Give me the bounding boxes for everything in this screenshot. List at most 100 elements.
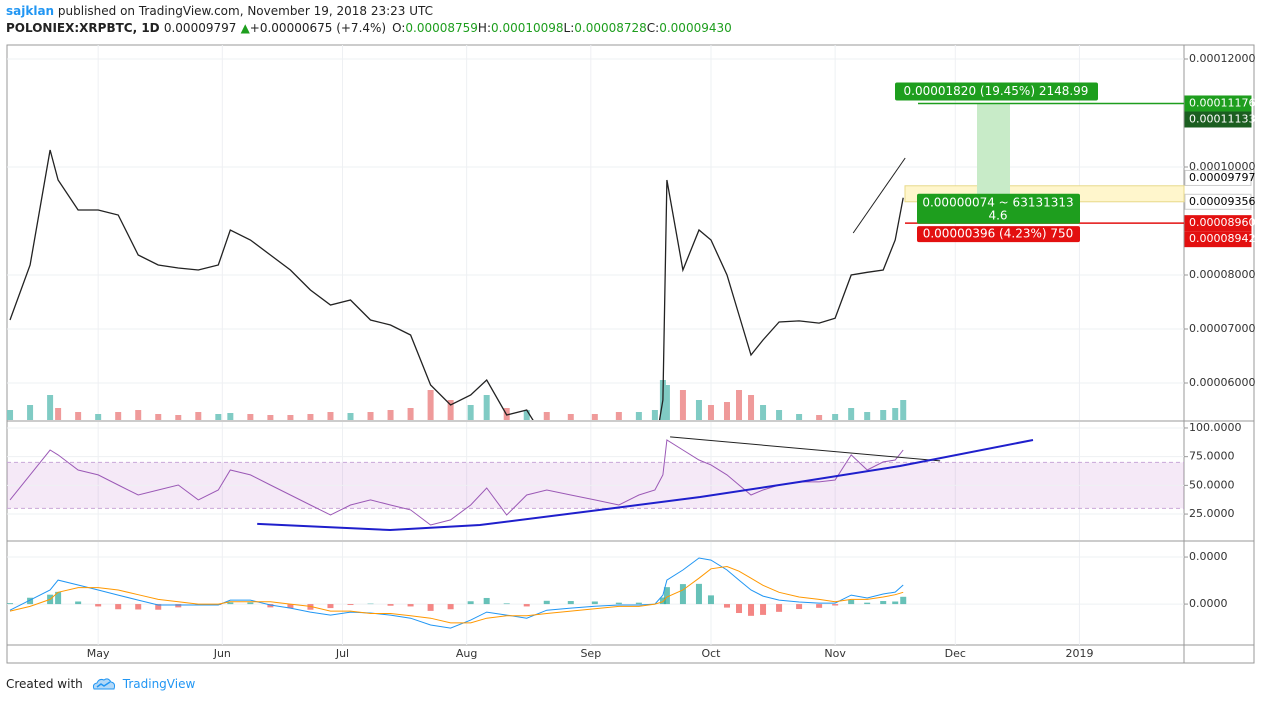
last-price: 0.00009797 xyxy=(163,21,237,35)
volume-bar xyxy=(567,414,574,420)
volume-bar xyxy=(135,410,142,420)
histogram-bar xyxy=(848,599,855,605)
histogram-bar xyxy=(175,604,182,608)
stop-box xyxy=(917,226,1080,243)
volume-bar xyxy=(195,412,202,420)
histogram-bar xyxy=(723,604,730,608)
volume-bar xyxy=(651,410,658,420)
trendline xyxy=(852,157,906,234)
price-label-box xyxy=(1184,193,1252,210)
volume-bar xyxy=(95,414,102,420)
volume-bar xyxy=(796,414,803,420)
y-tick-label: 0.00007000 xyxy=(1189,322,1255,335)
stop-text: 0.00000396 (4.23%) 750 xyxy=(923,227,1074,241)
pane xyxy=(7,556,1184,629)
trendline xyxy=(257,439,1034,532)
volume-bar xyxy=(591,414,598,420)
histogram-bar xyxy=(900,596,907,605)
volume-bar xyxy=(776,410,783,420)
volume-bar xyxy=(864,412,871,420)
y-tick-label: 0.0000 xyxy=(1189,597,1228,610)
frame xyxy=(6,44,1255,664)
x-tick-label: 2019 xyxy=(1065,647,1093,660)
volume-bar xyxy=(47,395,54,420)
series-line xyxy=(9,439,904,526)
histogram-bar xyxy=(55,591,62,605)
histogram-bar xyxy=(776,604,783,612)
target-text: 0.00001820 (19.45%) 2148.99 xyxy=(904,84,1089,98)
x-tick-label: Oct xyxy=(701,647,721,660)
histogram-bar xyxy=(892,601,899,605)
trendline xyxy=(670,436,941,462)
histogram-bar xyxy=(267,604,274,608)
volume-bar xyxy=(848,408,855,420)
price-label-box xyxy=(1184,231,1252,248)
published: published on TradingView.com, November 1… xyxy=(54,4,434,18)
volume-bar xyxy=(892,408,899,420)
price-label: 0.00011176 xyxy=(1189,96,1255,109)
ohlc-value: 0.00009430 xyxy=(659,21,732,35)
ohlc-key: O: xyxy=(392,21,406,35)
mid-text: 4.6 xyxy=(988,208,1007,222)
histogram-bar xyxy=(760,604,767,615)
histogram-bar xyxy=(287,604,294,609)
ohlc-key: C: xyxy=(646,21,660,35)
histogram-bar xyxy=(95,604,102,607)
y-tick-label: 75.0000 xyxy=(1189,450,1235,463)
volume-bar xyxy=(427,390,434,420)
price-label-box xyxy=(1184,111,1252,128)
volume-bar xyxy=(247,414,254,420)
mid-box xyxy=(917,193,1080,224)
histogram-bar xyxy=(407,604,414,607)
volume-bar xyxy=(155,414,162,420)
x-tick-label: Dec xyxy=(945,647,966,660)
histogram-bar xyxy=(864,602,871,605)
histogram-bar xyxy=(115,604,122,610)
x-tick-label: Jun xyxy=(213,647,231,660)
x-tick-label: Nov xyxy=(824,647,846,660)
histogram-bar xyxy=(75,601,82,605)
volume-bar xyxy=(115,412,122,420)
volume-bar xyxy=(347,413,354,420)
y-tick-label: 0.0000 xyxy=(1189,550,1228,563)
logo xyxy=(92,678,115,690)
volume-bar xyxy=(543,412,550,420)
x-tick-label: May xyxy=(87,647,110,660)
histogram-bar xyxy=(543,600,550,605)
volume-bar xyxy=(387,410,394,420)
x-tick-label: Sep xyxy=(580,647,601,660)
volume-bar xyxy=(27,405,34,420)
symbol: POLONIEX:XRPBTC, 1D xyxy=(6,21,160,35)
histogram-bar xyxy=(387,604,394,606)
symbol-line: POLONIEX:XRPBTC, 1D 0.00009797 ▲+0.00000… xyxy=(6,21,732,35)
histogram-bar xyxy=(796,604,803,610)
arrow: ▲ xyxy=(240,21,250,35)
histogram-bar xyxy=(679,584,686,605)
volume-bar xyxy=(287,415,294,420)
price-label-box xyxy=(1184,95,1252,112)
volume-bar xyxy=(832,414,839,420)
histogram-bar xyxy=(591,601,598,605)
y-tick-label: 0.00006000 xyxy=(1189,376,1255,389)
y-tick-label: 25.0000 xyxy=(1189,507,1235,520)
series-line xyxy=(9,149,904,420)
volume-bar xyxy=(267,415,274,420)
author[interactable]: sajklan xyxy=(6,4,55,18)
volume-bar xyxy=(523,410,530,420)
price-label-box xyxy=(1184,169,1252,186)
histogram-bar xyxy=(427,604,434,611)
footer: Created with TradingView xyxy=(6,676,195,692)
x-tick-label: Jul xyxy=(335,647,349,660)
volume-bar xyxy=(215,414,222,420)
histogram-bar xyxy=(615,602,622,605)
histogram-bar xyxy=(736,604,743,614)
volume-bar xyxy=(723,402,730,420)
brand[interactable]: TradingView xyxy=(122,677,196,691)
series-line xyxy=(9,557,904,629)
histogram-bar xyxy=(816,604,823,608)
volume-bar xyxy=(900,400,907,420)
histogram-bar xyxy=(467,601,474,605)
price-label-box xyxy=(1184,215,1252,232)
